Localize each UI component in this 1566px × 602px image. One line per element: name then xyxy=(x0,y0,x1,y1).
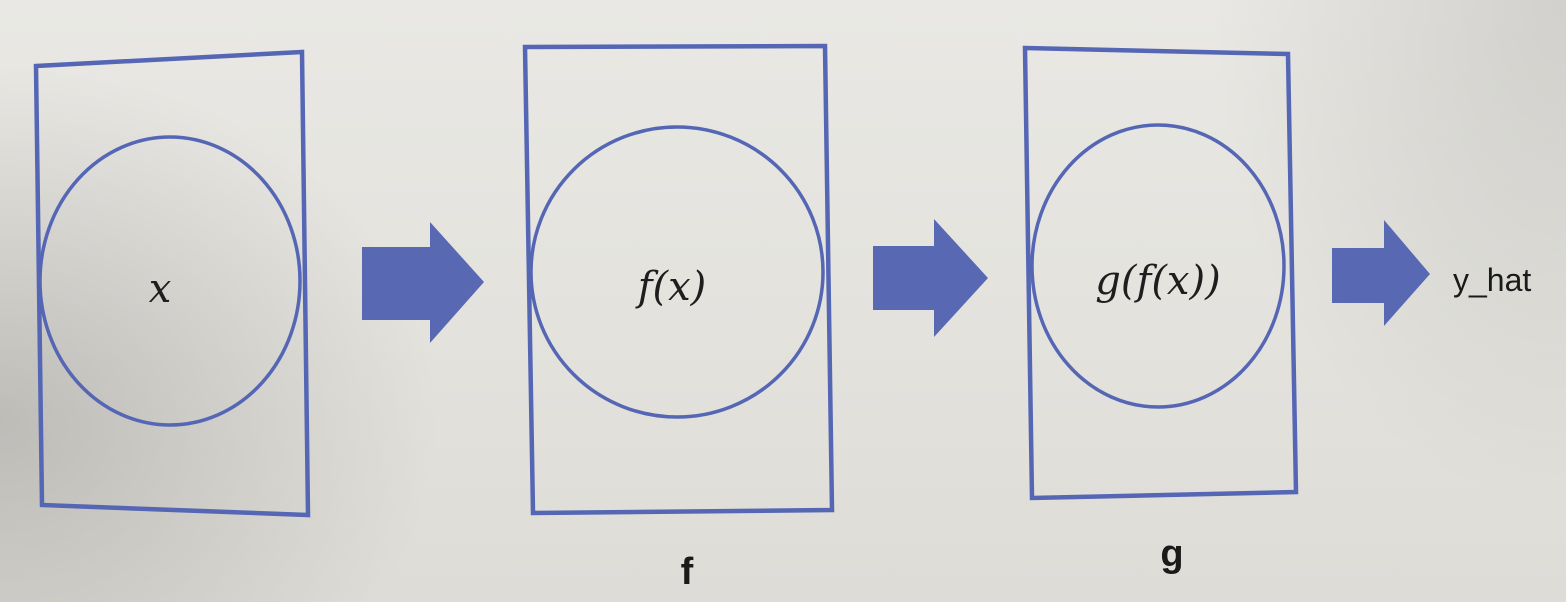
g-label: g xyxy=(1160,533,1183,575)
g-expression: g(f(x)) xyxy=(1095,258,1220,304)
input-box xyxy=(33,49,311,518)
f-label: f xyxy=(681,551,694,593)
f-expression: f(x) xyxy=(635,264,707,310)
arrow-g-to-output xyxy=(1332,220,1430,326)
arrow-input-to-f xyxy=(362,222,484,343)
input-expression: x xyxy=(149,266,172,312)
output-label: y_hat xyxy=(1453,262,1531,298)
g-circle xyxy=(1030,123,1286,409)
f-block: f(x) f xyxy=(522,43,835,593)
f-circle xyxy=(529,125,825,419)
g-block: g(f(x)) g xyxy=(1022,45,1299,575)
g-box xyxy=(1022,45,1299,501)
arrow-f-to-g xyxy=(873,219,988,337)
input-block: x xyxy=(33,49,311,518)
input-circle xyxy=(38,135,302,427)
f-box xyxy=(522,43,835,516)
